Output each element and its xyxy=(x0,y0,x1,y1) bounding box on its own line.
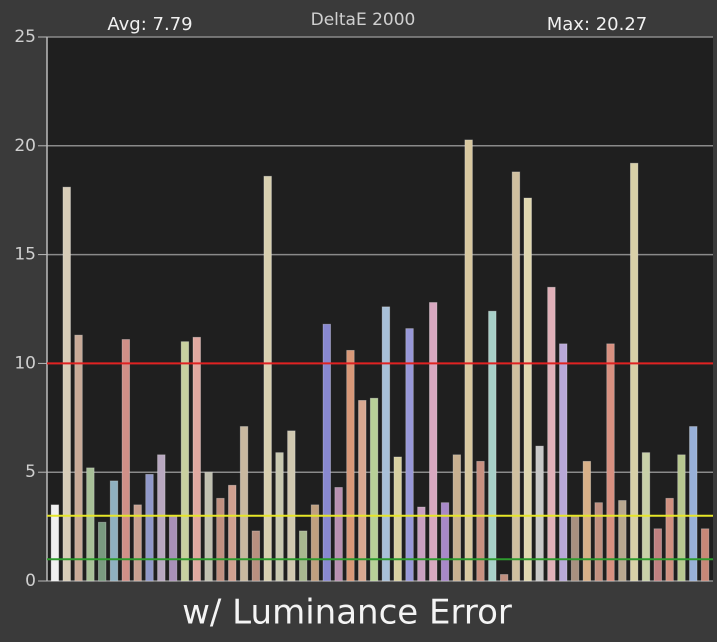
bar xyxy=(417,506,426,582)
bar xyxy=(629,162,639,582)
bar xyxy=(405,328,414,582)
bar xyxy=(322,323,331,582)
bar xyxy=(239,426,249,582)
bar xyxy=(157,454,166,582)
bar xyxy=(62,186,71,582)
bar xyxy=(594,502,603,582)
bar xyxy=(216,497,225,582)
chart-title: DeltaE 2000 xyxy=(311,10,416,30)
bar xyxy=(192,336,201,582)
bar xyxy=(700,528,710,582)
bar xyxy=(393,456,402,582)
bar xyxy=(369,397,379,582)
bar xyxy=(358,399,367,582)
bar xyxy=(547,286,556,582)
bar xyxy=(499,574,509,582)
bar xyxy=(476,460,485,582)
bar xyxy=(298,530,308,582)
bar xyxy=(74,334,83,582)
bar xyxy=(429,302,438,582)
y-tick-label: 0 xyxy=(25,571,36,591)
bar xyxy=(287,430,296,582)
bar xyxy=(488,310,497,582)
bar xyxy=(452,454,462,582)
bar xyxy=(464,139,473,582)
caption: w/ Luminance Error xyxy=(182,593,512,633)
bar xyxy=(133,504,142,582)
bar xyxy=(582,460,592,582)
bar xyxy=(275,452,284,582)
bar xyxy=(535,445,544,582)
bar xyxy=(653,528,662,582)
bar xyxy=(145,473,154,582)
y-tick-label: 15 xyxy=(14,245,36,265)
bar xyxy=(346,349,355,582)
y-tick-label: 5 xyxy=(25,462,36,482)
bar xyxy=(251,530,261,582)
bar xyxy=(381,306,391,582)
y-tick-label: 10 xyxy=(14,353,36,373)
bar xyxy=(98,521,107,582)
max-label: Max: 20.27 xyxy=(547,14,648,35)
bar xyxy=(665,497,674,582)
bar xyxy=(570,515,580,582)
bar xyxy=(334,487,343,582)
bar xyxy=(180,341,190,582)
bar xyxy=(641,452,651,582)
bar xyxy=(50,504,60,582)
bar xyxy=(606,343,615,582)
y-tick-label: 25 xyxy=(14,27,36,47)
y-tick-label: 20 xyxy=(14,136,36,156)
bar xyxy=(263,175,272,582)
bar xyxy=(677,454,686,582)
bar xyxy=(204,471,213,582)
bar xyxy=(511,171,521,582)
bar xyxy=(168,515,178,582)
bar xyxy=(689,426,698,582)
bar xyxy=(109,480,119,582)
bar xyxy=(121,339,131,582)
bar xyxy=(559,343,568,582)
bar xyxy=(86,467,95,582)
avg-label: Avg: 7.79 xyxy=(107,14,192,35)
bar xyxy=(440,502,450,582)
bar xyxy=(310,504,320,582)
bar xyxy=(228,484,237,582)
bar xyxy=(618,500,627,582)
bar xyxy=(523,197,532,582)
